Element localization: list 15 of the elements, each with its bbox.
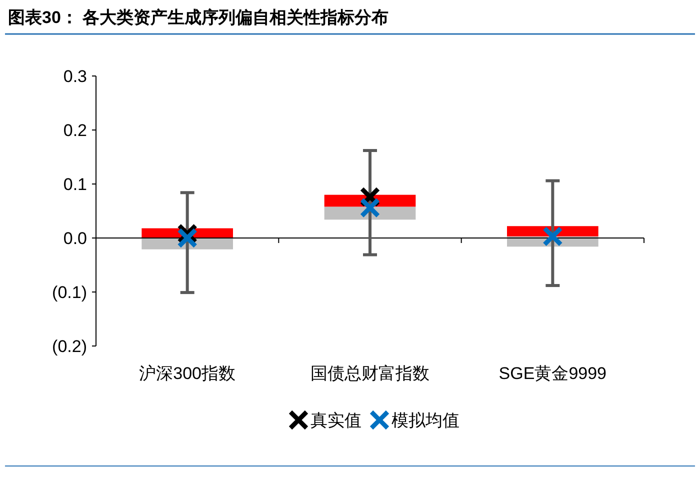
chart-title: 图表30： 各大类资产生成序列偏自相关性指标分布	[8, 8, 389, 27]
y-tick-label: 0.2	[63, 121, 87, 140]
x-tick-label: SGE黄金9999	[498, 364, 607, 383]
legend-label: 模拟均值	[392, 411, 460, 430]
legend-label: 真实值	[310, 411, 362, 430]
y-tick-label: 0.3	[63, 67, 87, 86]
point	[177, 228, 198, 248]
x-tick-label: 国债总财富指数	[310, 364, 430, 383]
x-tick-label: 沪深300指数	[139, 364, 236, 383]
y-tick-label: 0.0	[63, 229, 87, 248]
y-tick-label: (0.1)	[52, 283, 87, 302]
y-tick-label: 0.1	[63, 175, 87, 194]
y-tick-label: (0.2)	[52, 337, 87, 356]
point	[360, 198, 380, 218]
point	[542, 226, 563, 247]
